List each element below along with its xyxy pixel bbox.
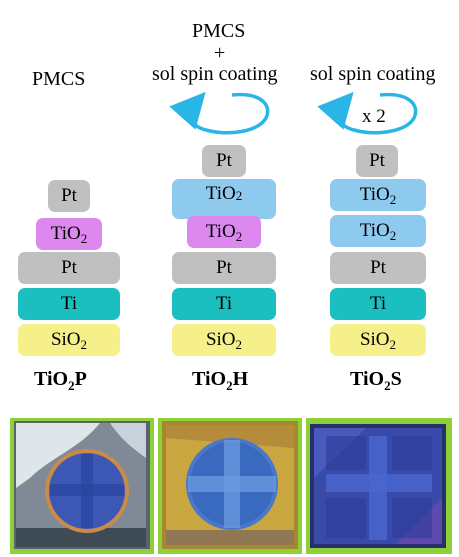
- rotation-arrow-middle: [169, 91, 270, 135]
- stack-p-layer-sio2: SiO 2: [18, 324, 120, 356]
- stack-p-layer-pt: Pt: [18, 252, 120, 284]
- stack-h-layer-pt-top: Pt: [202, 145, 246, 177]
- stack-s-layer-ti: Ti: [330, 288, 426, 320]
- stack-h-layer-ti: Ti: [172, 288, 276, 320]
- stack-s-layer-pt-top: Pt: [356, 145, 398, 177]
- stack-h-layer-pt: Pt: [172, 252, 276, 284]
- repeat-label: x 2: [362, 106, 386, 127]
- stack-p-layer-ti: Ti: [18, 288, 120, 320]
- stack-h-layer-sio2: SiO 2: [172, 324, 276, 356]
- sample-photo-h: [158, 418, 302, 554]
- stack-p-layer-pt-top: Pt: [48, 180, 90, 212]
- stack-s-layer-sio2: SiO 2: [330, 324, 426, 356]
- sample-photo-p: [10, 418, 154, 554]
- stack-s-layer-pt: Pt: [330, 252, 426, 284]
- header-sol-spin-middle: sol spin coating: [152, 63, 278, 85]
- header-pmcs-middle: PMCS: [192, 20, 246, 42]
- header-sol-spin-right: sol spin coating: [310, 63, 436, 85]
- stack-h-layer-tio2-sol: TiO 2: [172, 179, 276, 219]
- stack-s-label: TiO2S: [350, 368, 402, 393]
- stack-h-label: TiO2H: [192, 368, 249, 393]
- stack-h-layer-tio2-pmcs: TiO 2: [187, 216, 261, 248]
- sample-photo-s: [306, 418, 452, 554]
- header-pmcs-left: PMCS: [32, 68, 86, 90]
- rotation-arrow-right: [317, 91, 418, 135]
- stack-s-layer-tio2-sol-2: TiO 2: [330, 215, 426, 247]
- stack-p-label: TiO2P: [34, 368, 87, 393]
- stack-p-layer-tio2: TiO 2: [36, 218, 102, 250]
- stack-s-layer-tio2-sol-1: TiO 2: [330, 179, 426, 211]
- header-plus: +: [214, 42, 226, 64]
